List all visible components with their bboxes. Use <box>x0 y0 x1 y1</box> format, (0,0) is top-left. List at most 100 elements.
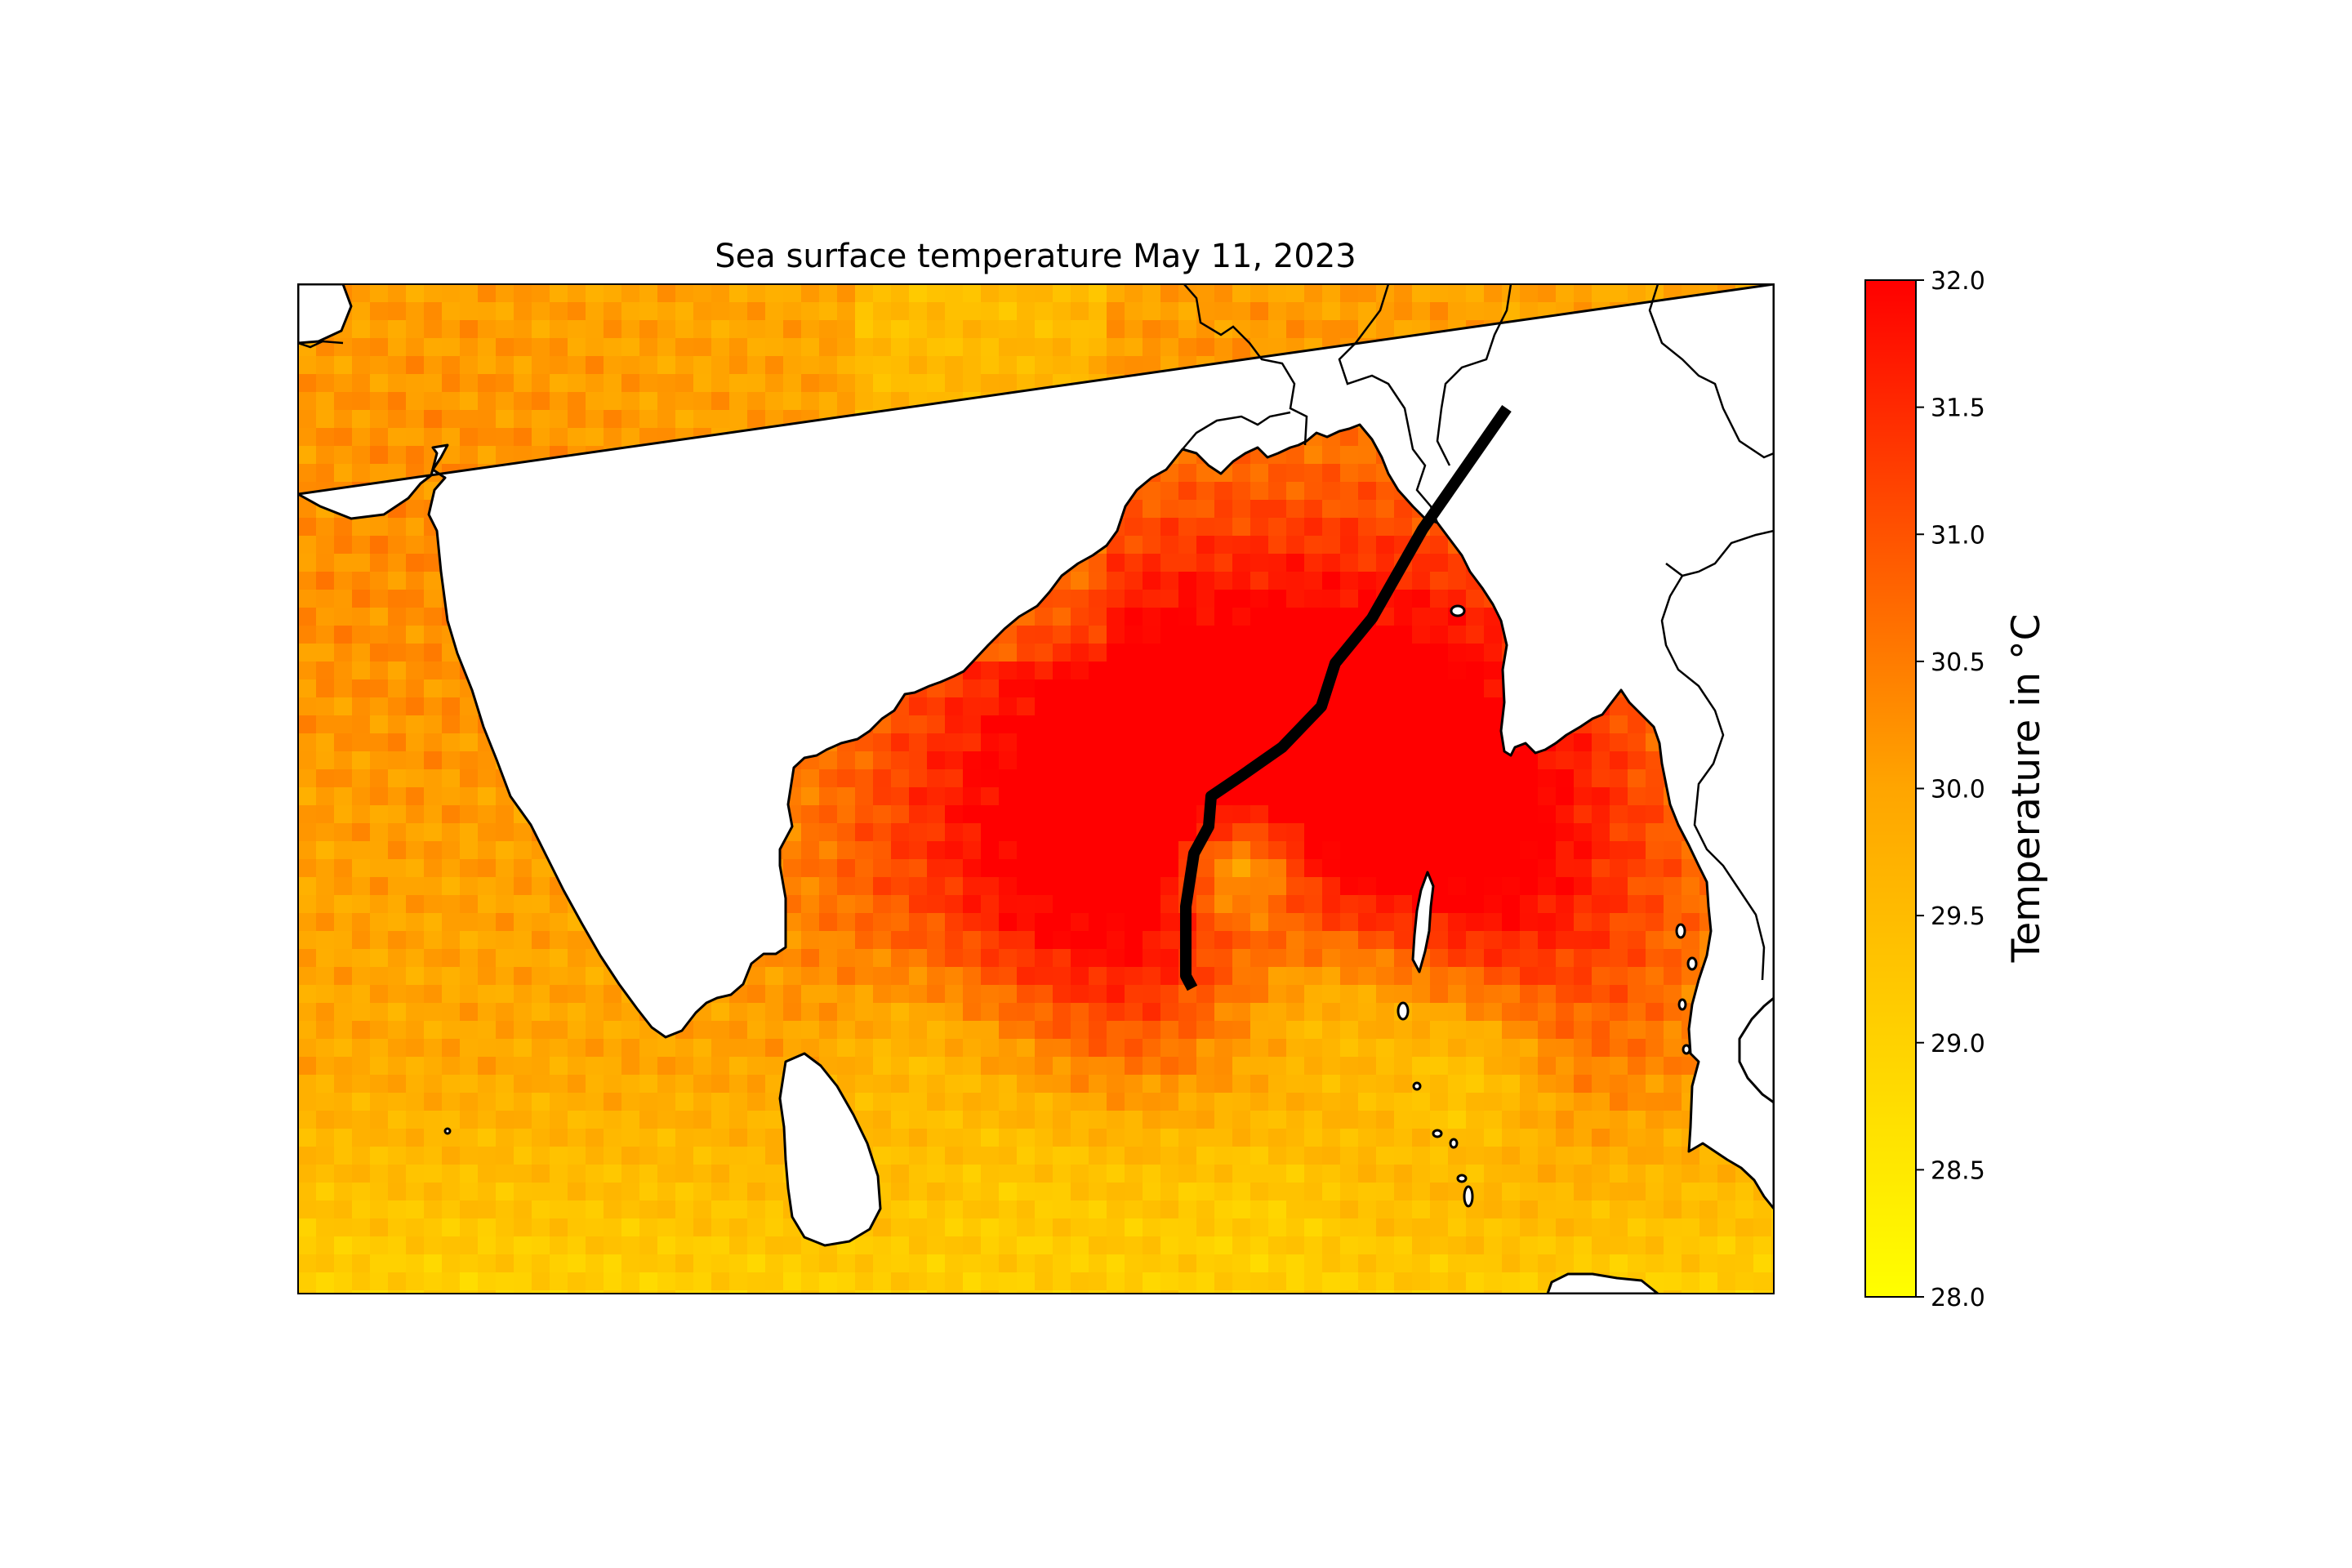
sst-cell <box>1286 913 1305 932</box>
sst-cell <box>388 536 407 555</box>
sst-cell <box>1017 913 1036 932</box>
sst-cell <box>1484 1003 1503 1022</box>
colorbar-tick-label: 28.5 <box>1931 1156 1985 1185</box>
sst-cell <box>1664 859 1682 878</box>
sst-cell <box>1071 1236 1089 1255</box>
sst-cell <box>1502 284 1521 303</box>
sst-cell <box>1107 302 1125 321</box>
sst-cell <box>1394 1165 1413 1183</box>
sst-cell <box>298 1272 317 1291</box>
sst-cell <box>1286 662 1305 680</box>
sst-cell <box>406 1183 425 1201</box>
sst-cell <box>657 1200 676 1219</box>
sst-cell <box>837 967 856 986</box>
sst-cell <box>1466 1093 1485 1111</box>
sst-cell <box>1053 805 1071 824</box>
sst-cell <box>316 536 335 555</box>
sst-cell <box>1125 1183 1143 1201</box>
sst-cell <box>1682 1218 1700 1237</box>
sst-cell <box>1017 1200 1036 1219</box>
sst-cell <box>1646 1200 1664 1219</box>
sst-cell <box>1053 859 1071 878</box>
sst-cell <box>945 302 964 321</box>
sst-cell <box>747 1218 766 1237</box>
sst-cell <box>388 410 407 429</box>
sst-cell <box>1340 464 1359 483</box>
sst-cell <box>424 338 443 357</box>
sst-cell <box>873 913 892 932</box>
sst-cell <box>406 392 425 411</box>
sst-cell <box>568 1111 586 1129</box>
sst-cell <box>1304 679 1323 698</box>
sst-cell <box>909 1057 928 1076</box>
sst-cell <box>496 1218 514 1237</box>
sst-cell <box>1053 733 1071 752</box>
sst-cell <box>819 967 838 986</box>
sst-cell <box>352 805 371 824</box>
sst-cell <box>532 985 550 1004</box>
sst-cell <box>298 1200 317 1219</box>
sst-cell <box>1232 500 1251 519</box>
sst-cell <box>1322 320 1341 339</box>
sst-cell <box>1053 769 1071 788</box>
sst-cell <box>1017 1165 1036 1183</box>
sst-cell <box>1035 967 1054 986</box>
sst-cell <box>1394 608 1413 626</box>
sst-cell <box>586 356 604 375</box>
sst-cell <box>1286 1075 1305 1094</box>
sst-cell <box>1107 662 1125 680</box>
sst-cell <box>334 410 353 429</box>
sst-cell <box>514 1003 532 1022</box>
sst-cell <box>1089 733 1107 752</box>
sst-cell <box>1125 1200 1143 1219</box>
sst-cell <box>1089 626 1107 644</box>
sst-cell <box>1664 949 1682 968</box>
sst-cell <box>999 769 1018 788</box>
sst-cell <box>1430 1111 1449 1129</box>
sst-cell <box>981 967 1000 986</box>
sst-cell <box>783 877 802 896</box>
sst-cell <box>1502 1183 1521 1201</box>
sst-cell <box>1214 1075 1233 1094</box>
sst-cell <box>1502 949 1521 968</box>
sst-cell <box>1232 1129 1251 1147</box>
sst-cell <box>1035 985 1054 1004</box>
sst-cell <box>621 1200 640 1219</box>
sst-cell <box>424 1093 443 1111</box>
sst-cell <box>1160 877 1179 896</box>
sst-cell <box>1214 877 1233 896</box>
sst-cell <box>1682 1290 1700 1294</box>
sst-cell <box>1196 284 1215 303</box>
sst-cell <box>873 1147 892 1165</box>
sst-cell <box>1125 1111 1143 1129</box>
sst-cell <box>693 374 712 393</box>
sst-cell <box>1628 284 1646 303</box>
sst-cell <box>1538 1254 1557 1273</box>
sst-cell <box>981 1218 1000 1237</box>
sst-cell <box>1035 787 1054 806</box>
sst-cell <box>855 284 874 303</box>
sst-cell <box>639 1039 658 1058</box>
sst-cell <box>963 1290 982 1294</box>
sst-cell <box>388 769 407 788</box>
sst-cell <box>747 338 766 357</box>
sst-cell <box>496 338 514 357</box>
sst-cell <box>460 715 479 734</box>
sst-cell <box>675 1290 694 1294</box>
sst-cell <box>1089 823 1107 842</box>
sst-cell <box>963 284 982 303</box>
sst-cell <box>1735 1236 1754 1255</box>
sst-cell <box>1466 1129 1485 1147</box>
sst-cell <box>1466 769 1485 788</box>
sst-cell <box>1735 1218 1754 1237</box>
colorbar-label: Temperature in °C <box>2004 614 2049 964</box>
sst-cell <box>1304 284 1323 303</box>
sst-cell <box>675 1272 694 1291</box>
sst-cell <box>945 1111 964 1129</box>
sst-cell <box>550 1218 568 1237</box>
sst-cell <box>927 769 946 788</box>
sst-cell <box>424 410 443 429</box>
sst-cell <box>891 338 910 357</box>
sst-cell <box>442 284 461 303</box>
sst-cell <box>909 374 928 393</box>
